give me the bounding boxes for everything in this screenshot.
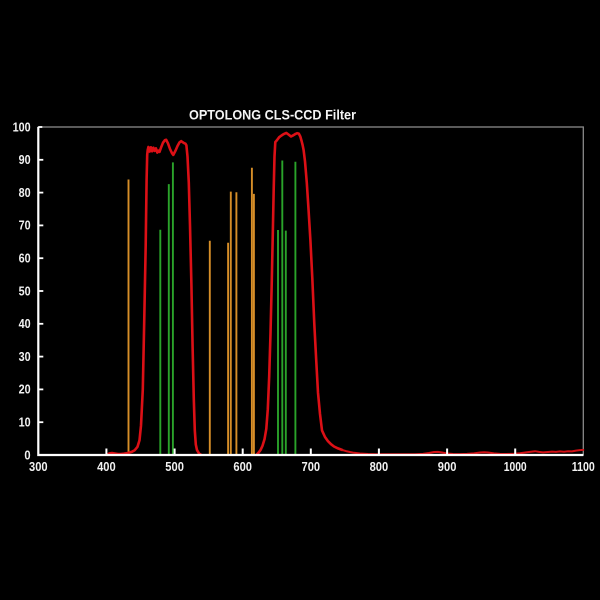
svg-text:40: 40 — [19, 317, 31, 331]
svg-text:100: 100 — [13, 120, 31, 134]
svg-text:30: 30 — [19, 350, 31, 364]
svg-text:400: 400 — [97, 460, 116, 474]
svg-text:300: 300 — [29, 460, 48, 474]
svg-text:800: 800 — [370, 460, 389, 474]
svg-text:1000: 1000 — [504, 460, 527, 474]
svg-text:700: 700 — [302, 460, 321, 474]
svg-text:80: 80 — [19, 186, 31, 200]
svg-text:600: 600 — [233, 460, 252, 474]
svg-text:0: 0 — [24, 448, 30, 462]
svg-text:500: 500 — [165, 460, 184, 474]
svg-text:70: 70 — [19, 219, 31, 233]
svg-text:OPTOLONG CLS-CCD Filter: OPTOLONG CLS-CCD Filter — [189, 107, 356, 123]
svg-text:60: 60 — [19, 252, 31, 266]
svg-text:10: 10 — [19, 416, 31, 430]
svg-text:90: 90 — [19, 153, 31, 167]
svg-text:1100: 1100 — [572, 460, 595, 474]
svg-text:50: 50 — [19, 284, 31, 298]
svg-text:900: 900 — [438, 460, 457, 474]
svg-text:20: 20 — [19, 383, 31, 397]
